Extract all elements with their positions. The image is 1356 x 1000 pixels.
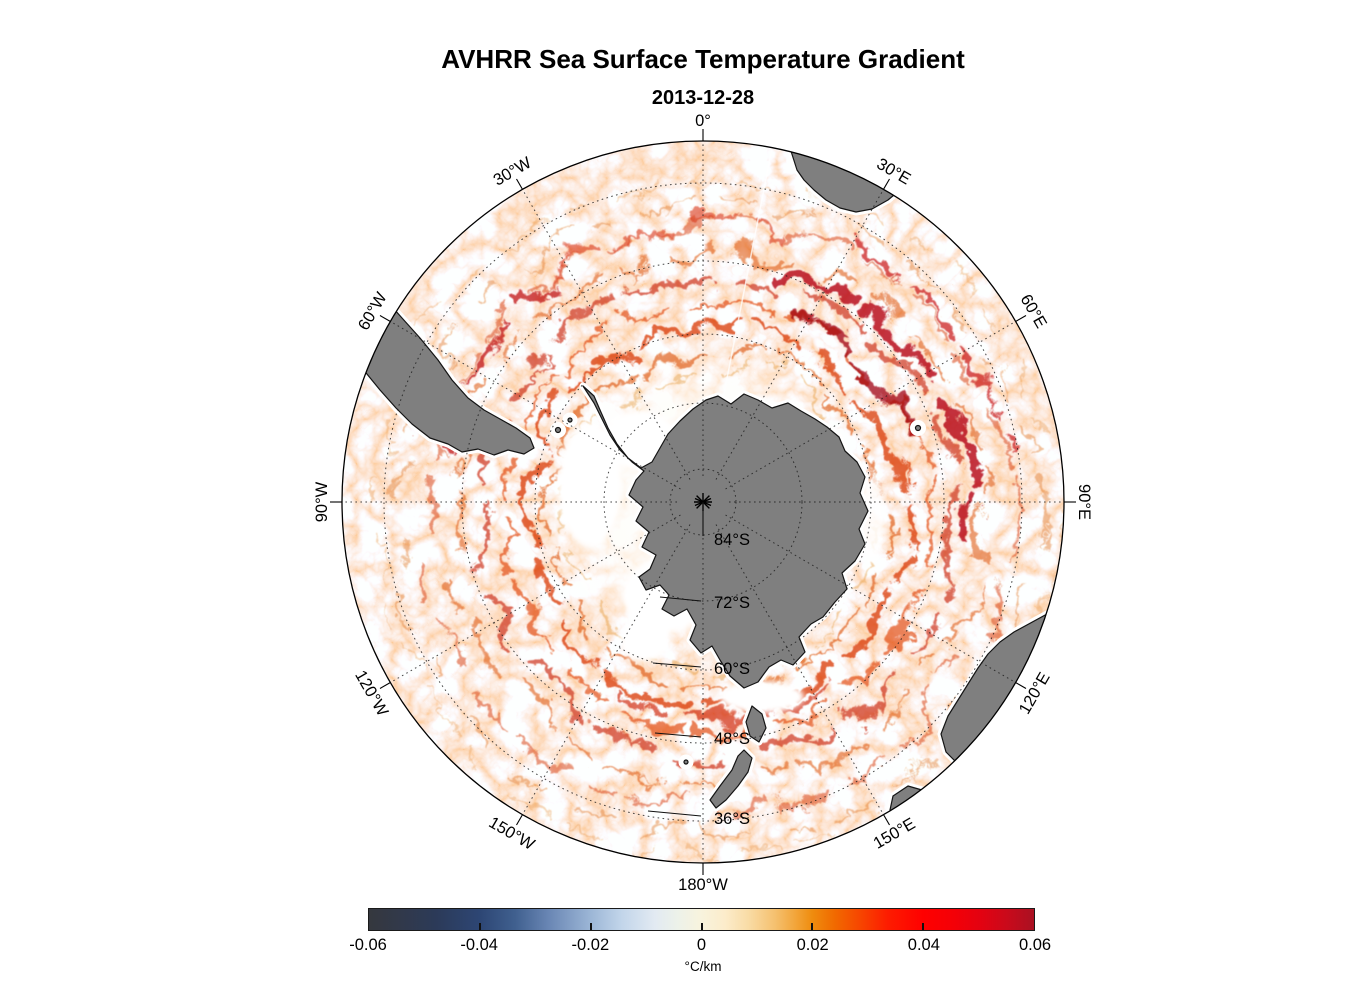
chart-title: AVHRR Sea Surface Temperature Gradient bbox=[441, 44, 965, 74]
graticule bbox=[342, 141, 1064, 863]
meridian-label-150e: 150°E bbox=[870, 815, 918, 853]
chart-subtitle: 2013-12-28 bbox=[651, 87, 755, 109]
meridian-label-90w: 90°W bbox=[313, 481, 331, 522]
colorbar-unit: °C/km bbox=[684, 959, 722, 974]
colorbar-tick-label: -0.02 bbox=[571, 936, 610, 954]
colorbar-tick-label: 0.04 bbox=[907, 936, 940, 954]
latitude-ticks bbox=[647, 502, 704, 817]
meridian-label-30w: 30°W bbox=[490, 154, 534, 190]
colorbar-tick bbox=[700, 923, 703, 930]
colorbar-tick-label: 0 bbox=[696, 936, 707, 954]
colorbar-tick bbox=[811, 923, 814, 930]
meridian-label-0: 0° bbox=[695, 112, 711, 130]
data-seam bbox=[721, 147, 773, 405]
colorbar-tick bbox=[478, 923, 481, 930]
colorbar-labels: -0.06 -0.04 -0.02 0 0.02 0.04 0.06 bbox=[349, 936, 1051, 958]
meridian-label-180w: 180°W bbox=[678, 876, 728, 894]
meridian-edge-ticks bbox=[330, 129, 1076, 875]
colorbar-tick bbox=[922, 923, 925, 930]
colorbar-gradient bbox=[369, 909, 1034, 930]
colorbar-tick-label: -0.04 bbox=[460, 936, 498, 954]
colorbar-tick-label: 0.06 bbox=[1018, 936, 1052, 954]
meridian-label-60e: 60°E bbox=[1017, 291, 1051, 331]
latitude-label-60s: 60°S bbox=[714, 660, 750, 678]
latitude-label-48s: 48°S bbox=[714, 730, 750, 748]
meridian-label-30e: 30°E bbox=[874, 155, 914, 189]
meridian-label-90e: 90°E bbox=[1075, 484, 1093, 520]
latitude-labels: 84°S 72°S 60°S 48°S 36°S bbox=[714, 531, 750, 828]
land-masses bbox=[342, 148, 1064, 828]
colorbar-tick-label: 0.02 bbox=[796, 936, 829, 954]
colorbar bbox=[368, 908, 1035, 931]
colorbar-tick bbox=[589, 923, 592, 930]
meridian-label-60w: 60°W bbox=[355, 289, 391, 333]
latitude-label-84s: 84°S bbox=[714, 531, 750, 549]
colorbar-tick-label: -0.06 bbox=[349, 936, 387, 954]
meridian-label-120e: 120°E bbox=[1016, 669, 1054, 717]
latitude-label-72s: 72°S bbox=[714, 594, 750, 612]
latitude-label-36s: 36°S bbox=[714, 810, 750, 828]
